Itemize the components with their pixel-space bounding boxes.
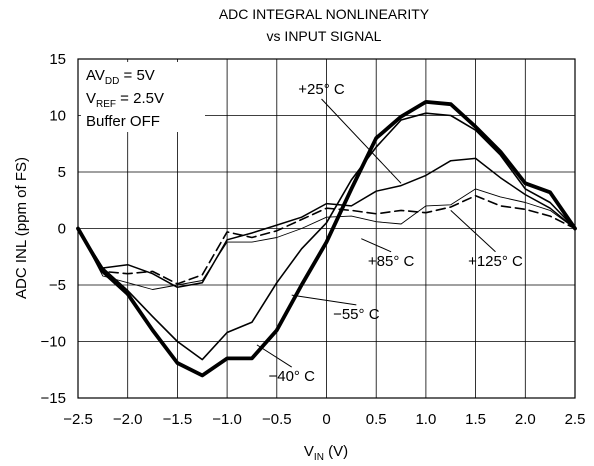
series-labels: +25° C +85° C +125° C −55° C −40° C [256,81,523,385]
y-tick-label: 10 [49,108,66,125]
conditions-box-bg [81,62,205,132]
series-line-0 [77,157,576,289]
condition-vref: VREF = 2.5V [86,90,164,110]
series-label-1: +85° C [368,253,415,270]
condition-buffer: Buffer OFF [86,113,160,130]
x-tick-label: −2.5 [63,411,93,428]
leader-line-0 [321,98,402,184]
series-label-2: +125° C [468,253,523,270]
y-tick-label: 5 [58,164,66,181]
x-tick-label: −2.0 [113,411,143,428]
chart-title: ADC INTEGRAL NONLINEARITY [219,6,430,22]
x-axis-label: VIN (V) [304,443,348,463]
series-line-2 [77,194,576,285]
x-tick-label: 2.5 [565,411,586,428]
grid [78,59,575,398]
x-tick-label: −1.5 [163,411,193,428]
x-tick-label: 0.5 [366,411,387,428]
y-tick-label: 15 [49,51,66,68]
x-tick-label: 1.5 [465,411,486,428]
y-tick-label: −5 [49,277,66,294]
x-tick-label: 1.0 [415,411,436,428]
x-tick-label: −1.0 [212,411,242,428]
y-axis-label: ADC INL (ppm of FS) [13,157,30,299]
condition-avdd: AVDD = 5V [86,67,155,87]
series-label-0: +25° C [298,81,345,98]
x-tick-labels: −2.5 −2.0 −1.5 −1.0 −0.5 0 0.5 1.0 1.5 2.0 2.5 [63,411,585,428]
series-line-4 [76,100,577,378]
series-line-3 [77,112,576,361]
chart-subtitle: vs INPUT SIGNAL [267,28,382,44]
leader-line-3 [291,294,357,306]
leader-line-2 [450,210,496,253]
leader-line-1 [361,238,392,253]
y-tick-labels: 15 10 5 0 −5 −10 −15 [41,51,66,407]
series-lines [76,100,577,378]
y-tick-label: −10 [41,334,66,351]
series-label-3: −55° C [333,306,380,323]
series-label-4: −40° C [268,368,315,385]
y-tick-label: −15 [41,390,66,407]
leader-line-4 [256,344,292,368]
y-tick-label: 0 [58,221,66,238]
x-tick-label: −0.5 [262,411,292,428]
x-tick-label: 2.0 [515,411,536,428]
x-tick-label: 0 [322,411,330,428]
series-line-1 [77,188,576,290]
